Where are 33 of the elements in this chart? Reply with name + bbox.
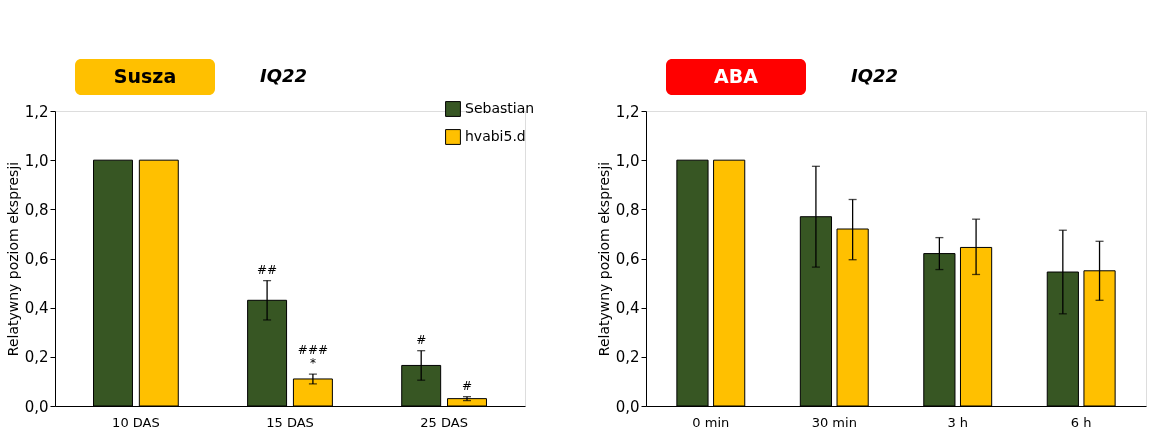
y-tick-label: 0,8: [24, 200, 49, 219]
y-tick-label: 0,0: [24, 397, 49, 416]
chart-subtitle: IQ22: [260, 65, 308, 86]
y-tick-label: 0,4: [615, 299, 640, 318]
data-label: ### *: [297, 343, 328, 371]
chart-subtitle: IQ22: [851, 65, 899, 86]
y-tick-label: 0,6: [24, 250, 49, 268]
x-tick-label: 10 DAS: [112, 414, 160, 430]
y-axis-title: Relatywny poziom ekspresji: [4, 161, 21, 357]
y-tick-label: 0,6: [615, 250, 640, 268]
x-tick-label: 15 DAS: [266, 414, 314, 430]
y-tick-label: 0,8: [615, 200, 640, 219]
x-tick-label: 3 h: [947, 414, 969, 430]
y-tick-label: 1,0: [24, 151, 49, 170]
x-tick-label: 30 min: [811, 414, 857, 430]
legend-label: Sebastian: [465, 100, 535, 116]
y-tick-label: 0,4: [24, 299, 49, 318]
y-tick-label: 1,0: [615, 151, 640, 170]
chart-title: Susza: [113, 65, 177, 87]
y-tick-label: 1,2: [24, 102, 49, 121]
x-tick-label: 6 h: [1070, 414, 1092, 430]
y-axis-title: Relatywny poziom ekspresji: [595, 161, 612, 357]
y-tick-label: 0,0: [615, 397, 640, 416]
y-tick-label: 0,2: [615, 348, 640, 367]
data-label: ##: [257, 262, 278, 277]
y-tick-label: 1,2: [615, 102, 640, 121]
data-label: #: [461, 378, 473, 393]
x-tick-label: 0 min: [692, 414, 730, 430]
y-tick-label: 0,2: [24, 348, 49, 367]
legend-label: hvabi5.d: [465, 128, 526, 144]
x-tick-label: 25 DAS: [420, 414, 468, 430]
data-label: #: [416, 332, 427, 347]
chart-title: ABA: [714, 65, 759, 87]
